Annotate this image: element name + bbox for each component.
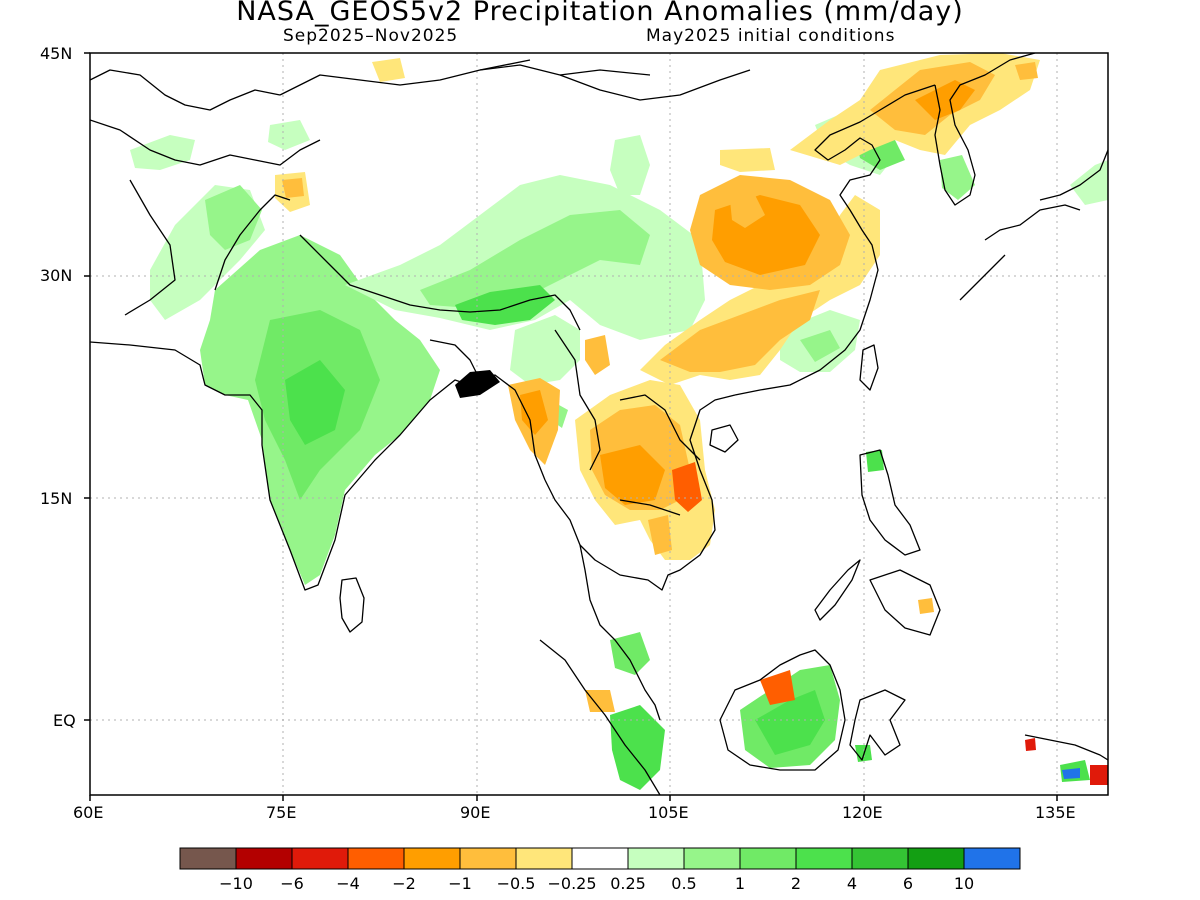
border-china-north [279, 64, 751, 101]
map-title: NASA_GEOS5v2 Precipitation Anomalies (mm… [236, 0, 964, 27]
lon-label-90e: 90E [460, 803, 491, 822]
initial-conditions: May2025 initial conditions [646, 26, 896, 46]
colorbar-swatch [627, 847, 685, 870]
lon-label-120e: 120E [842, 803, 883, 822]
lon-label-60e: 60E [73, 803, 104, 822]
colorbar-label: 4 [847, 874, 857, 893]
coastline-sulawesi [849, 689, 906, 761]
colorbar-swatch [235, 847, 293, 870]
coastline-borneo [719, 649, 846, 771]
colorbar-label: 0.25 [610, 874, 646, 893]
colorbar-label: −6 [280, 874, 304, 893]
colorbar-swatch [403, 847, 461, 870]
border-himalaya [299, 234, 581, 331]
coastline-indian-subcontinent [90, 341, 546, 591]
colorbar-swatch [739, 847, 797, 870]
colorbar-swatch [795, 847, 853, 870]
border-india-pakistan [214, 194, 291, 291]
colorbar-swatch [907, 847, 965, 870]
lat-label-eq: EQ [53, 711, 76, 730]
colorbar-label: 6 [903, 874, 913, 893]
border-central-asia [90, 119, 321, 166]
coastline-palawan [814, 559, 861, 621]
lat-label-15n: 15N [40, 489, 73, 508]
colorbar-label: 2 [791, 874, 801, 893]
colorbar-swatch [571, 847, 629, 870]
anomaly-fill-layer [130, 53, 1108, 790]
colorbar-swatch [347, 847, 405, 870]
colorbar-label: 0.5 [671, 874, 696, 893]
border-india-bangladesh [429, 339, 481, 381]
lon-label-75e: 75E [266, 803, 297, 822]
ganges-delta [455, 370, 500, 398]
coastline-korea [934, 53, 1036, 206]
coastline-malay-peninsula [544, 479, 661, 721]
coastline-luzon [859, 449, 921, 556]
colorbar-label: −0.25 [547, 874, 596, 893]
coastline-sri-lanka [339, 577, 365, 633]
colorbar-label: −2 [392, 874, 416, 893]
border-laos-vietnam [619, 394, 701, 461]
colorbar-swatch [291, 847, 349, 870]
colorbar-label: 10 [954, 874, 974, 893]
colorbar-swatch [515, 847, 573, 870]
coastline-china [734, 84, 936, 396]
lon-label-105e: 105E [648, 803, 689, 822]
border-myanmar-thailand [554, 329, 601, 471]
coastline-hainan [709, 424, 739, 453]
colorbar-swatch [851, 847, 909, 870]
coastline-arabian-sea-north [90, 69, 281, 111]
forecast-period: Sep2025–Nov2025 [283, 26, 459, 46]
coastlines-borders [90, 53, 1108, 795]
lat-label-30n: 30N [40, 266, 73, 285]
coastline-taiwan [859, 344, 879, 391]
border-cambodia [619, 499, 681, 516]
colorbar-swatch [459, 847, 517, 870]
colorbar-label: −4 [336, 874, 360, 893]
colorbar-label: −10 [219, 874, 253, 893]
colorbar-swatch [179, 847, 237, 870]
coastline-mindanao [869, 569, 941, 636]
coastline-japan [959, 149, 1108, 301]
border-afghanistan [124, 179, 176, 316]
anomaly-region-myanmar-wet [510, 315, 580, 385]
colorbar-swatch [963, 847, 1021, 870]
graticule [90, 53, 1108, 795]
axis-ticks [84, 52, 1058, 801]
coastline-sumatra [539, 639, 661, 795]
colorbar-label: −0.5 [497, 874, 536, 893]
coastline-new-guinea [1024, 734, 1108, 761]
lon-label-135e: 135E [1035, 803, 1076, 822]
colorbar-label: 1 [735, 874, 745, 893]
lat-label-45n: 45N [40, 44, 73, 63]
border-mongolia [479, 59, 651, 76]
colorbar-swatch [683, 847, 741, 870]
colorbar-label: −1 [448, 874, 472, 893]
coastline-gulf-of-thailand [579, 394, 736, 591]
map-frame [89, 52, 1109, 796]
colorbar: −10 −6 −4 −2 −1 −0.5 −0.25 0.25 0.5 1 2 4 6 10 [179, 847, 1021, 893]
